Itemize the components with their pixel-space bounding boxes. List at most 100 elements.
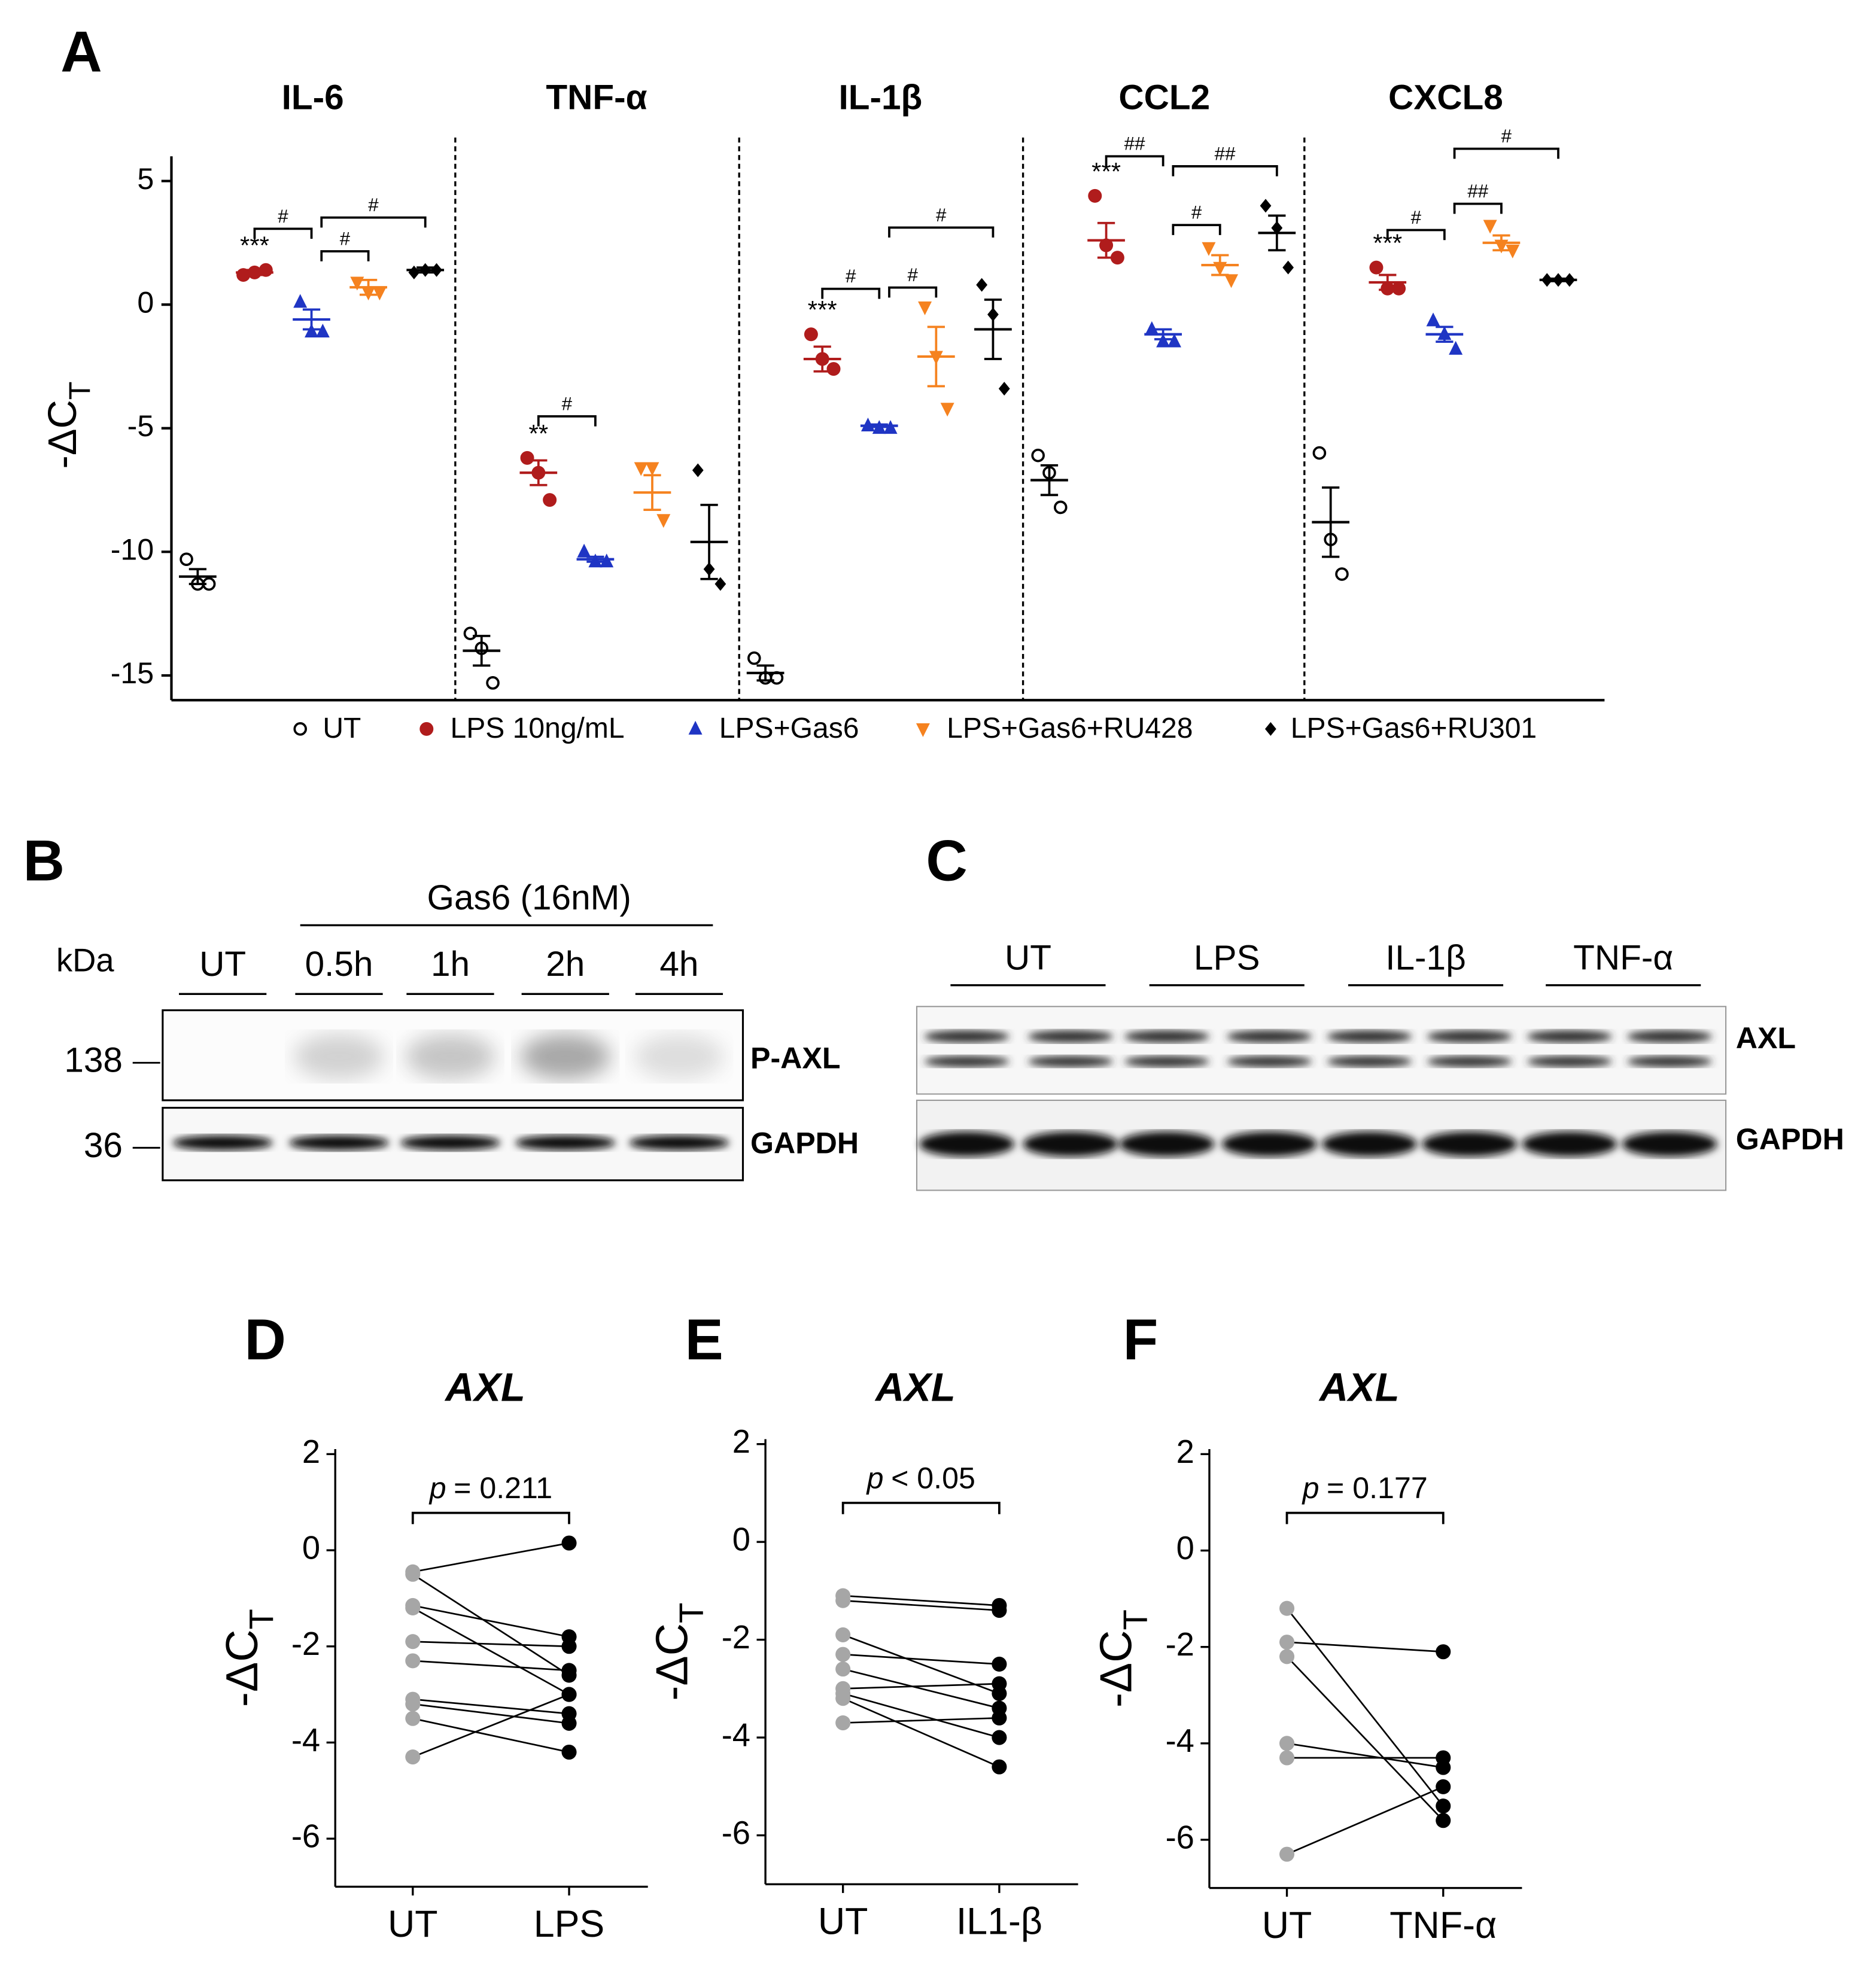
bracket (1453, 147, 1559, 159)
y-tick-label: 2 (732, 1423, 750, 1460)
point (405, 1653, 421, 1669)
pair-line (843, 1599, 999, 1611)
bracket-label: ## (1467, 181, 1488, 202)
bracket (411, 1511, 570, 1524)
point (1312, 446, 1327, 460)
y-axis-label-sub: T (242, 1609, 280, 1629)
lane-label: UT (1005, 938, 1051, 977)
legend-label: LPS+Gas6+RU428 (947, 712, 1193, 744)
point (180, 552, 193, 567)
y-tick-label: -5 (127, 409, 154, 443)
error-bar (245, 269, 264, 276)
error-bar (530, 459, 548, 486)
point (1054, 500, 1068, 515)
x-tick-label: UT (818, 1901, 868, 1943)
blot-band (1327, 1030, 1412, 1043)
point (645, 462, 659, 476)
y-tick-label: -6 (291, 1818, 320, 1854)
blot-band (924, 1055, 1010, 1067)
pair-line (843, 1682, 999, 1690)
blot-band (1527, 1030, 1612, 1043)
point (992, 1603, 1007, 1618)
legend-label: UT (323, 712, 361, 744)
significance-label: *** (808, 296, 837, 324)
point (1279, 1649, 1295, 1664)
point (1167, 333, 1181, 348)
y-tick-label: 5 (137, 162, 154, 196)
point (543, 493, 557, 507)
bracket (888, 286, 938, 298)
chart-title: AXL (1318, 1365, 1400, 1410)
y-axis-label: -ΔCT (647, 1603, 711, 1701)
blot-band (1327, 1055, 1412, 1067)
pair-line (1287, 1742, 1443, 1769)
point (561, 1663, 577, 1678)
point (486, 676, 500, 690)
blot-band (1322, 1131, 1417, 1157)
point (405, 1600, 421, 1616)
pair-line (843, 1693, 1000, 1739)
error-bar (473, 634, 491, 667)
error-bar (1549, 277, 1567, 282)
point (561, 1744, 577, 1760)
bracket (320, 216, 427, 228)
pair-line (843, 1653, 999, 1665)
point (405, 1711, 421, 1726)
point (1436, 1750, 1451, 1766)
point (1264, 722, 1276, 736)
point (315, 324, 330, 337)
point (1436, 1779, 1451, 1794)
bracket (1172, 165, 1278, 177)
bracket (1453, 202, 1503, 214)
y-tick-label: -4 (722, 1717, 750, 1753)
y-tick-label: 2 (1176, 1434, 1194, 1470)
kda-marker: 36 (84, 1126, 123, 1165)
blot-band (520, 1034, 610, 1079)
point (835, 1647, 851, 1662)
point (419, 722, 434, 736)
lane-label: IL-1β (1385, 938, 1465, 977)
p-symbol: p (1302, 1471, 1319, 1505)
error-bar (188, 568, 206, 585)
point (1279, 1846, 1295, 1862)
pair-line (843, 1594, 999, 1606)
y-tick-label: -15 (111, 656, 154, 690)
group-title: IL-6 (282, 78, 344, 117)
point (688, 720, 703, 735)
group-title: IL-1β (839, 78, 923, 117)
pair-line (412, 1574, 570, 1676)
error-bar (359, 278, 378, 296)
lane-label: 0.5h (305, 945, 373, 984)
point (1279, 1750, 1295, 1766)
bracket-label: # (1411, 207, 1422, 228)
panel-label: C (926, 829, 967, 893)
blot-band (634, 1034, 725, 1079)
kda-marker: 138 (64, 1041, 123, 1080)
point (1506, 244, 1520, 258)
error-bar (1492, 234, 1510, 252)
point (992, 1710, 1007, 1726)
y-axis-label: -ΔCT (40, 382, 97, 469)
point (405, 1696, 421, 1712)
point (463, 626, 478, 640)
pair-line (1287, 1641, 1443, 1653)
blot-band (1427, 1055, 1512, 1067)
bracket-label: # (907, 264, 918, 285)
point (372, 287, 387, 301)
y-tick-label: -2 (291, 1626, 320, 1662)
y-tick-label: -6 (1166, 1819, 1194, 1855)
bracket (253, 227, 313, 239)
p-value: p = 0.211 (428, 1471, 552, 1505)
blot-band (629, 1135, 729, 1151)
error-bar (1040, 464, 1059, 497)
p-value: p = 0.177 (1302, 1471, 1428, 1505)
blot-band (515, 1135, 616, 1151)
legend-label: LPS+Gas6+RU301 (1291, 712, 1537, 744)
unit-label: kDa (56, 942, 114, 978)
pair-line (412, 1698, 570, 1715)
point (405, 1749, 421, 1765)
lane-label: 4h (659, 945, 698, 984)
blot-band (1422, 1131, 1518, 1157)
pair-line (1286, 1656, 1444, 1821)
